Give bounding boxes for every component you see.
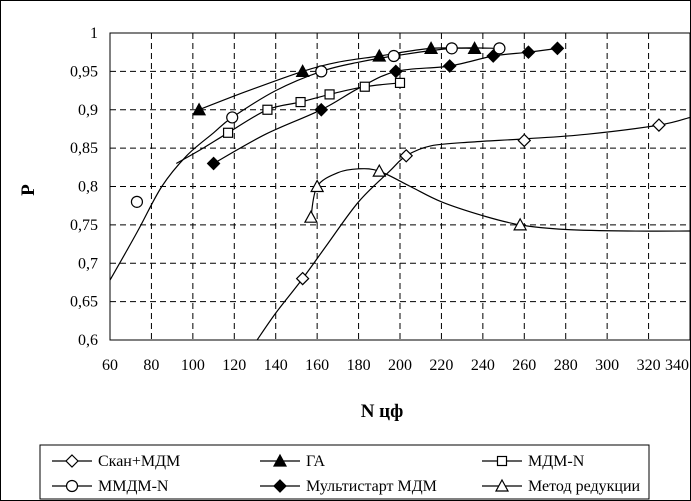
y-tick-label: 0,95 xyxy=(70,63,98,80)
y-tick-label: 1 xyxy=(90,25,98,42)
x-tick-label: 240 xyxy=(471,357,495,374)
x-tick-label: 200 xyxy=(388,357,412,374)
data-point-series-2 xyxy=(262,104,273,115)
data-point-series-2 xyxy=(295,96,306,108)
legend-marker xyxy=(65,479,79,493)
legend-marker xyxy=(272,453,288,467)
data-point-series-3 xyxy=(387,49,400,63)
legend-label: ГА xyxy=(306,453,326,470)
legend-label: ММДМ-N xyxy=(98,478,169,495)
legend-box xyxy=(39,444,650,500)
x-tick-label: 100 xyxy=(181,357,205,374)
data-point-series-3 xyxy=(493,42,506,55)
data-point-series-1 xyxy=(467,41,482,54)
data-point-series-2 xyxy=(359,81,370,92)
x-tick-label: 160 xyxy=(305,357,329,374)
y-tick-label: 0,7 xyxy=(78,255,98,272)
y-tick-label: 0,85 xyxy=(70,140,98,157)
x-tick-label: 140 xyxy=(264,357,288,374)
data-point-series-5 xyxy=(513,217,528,231)
data-point-series-3 xyxy=(130,195,144,208)
data-point-series-3 xyxy=(315,65,328,78)
data-point-series-0 xyxy=(652,118,666,132)
x-tick-label: 300 xyxy=(595,357,619,374)
legend: Скан+МДМ ГА МДМ-N ММДМ-N Мультистарт МДМ Мето… xyxy=(39,444,650,500)
data-point-series-1 xyxy=(192,102,207,116)
x-tick-label: 180 xyxy=(347,357,371,374)
data-point-series-2 xyxy=(324,89,335,100)
data-point-series-4 xyxy=(521,45,536,60)
x-tick-label: 120 xyxy=(222,357,246,374)
data-point-series-2 xyxy=(394,77,406,88)
data-point-series-3 xyxy=(445,42,458,55)
legend-label: Мультистарт МДМ xyxy=(306,478,437,495)
series-line-5 xyxy=(310,168,691,232)
legend-marker xyxy=(273,479,287,493)
plot-frame xyxy=(109,32,691,341)
x-tick-label: 280 xyxy=(554,357,578,374)
legend-items: Скан+МДМ ГА МДМ-N ММДМ-N Мультистарт МДМ Мето… xyxy=(52,453,641,495)
x-tick-label: 220 xyxy=(429,357,453,374)
legend-marker xyxy=(494,478,510,492)
data-point-series-5 xyxy=(372,163,387,177)
x-tick-label: 60 xyxy=(102,357,118,374)
data-point-series-4 xyxy=(206,156,221,171)
data-point-series-1 xyxy=(424,41,439,54)
y-tick-label: 0,65 xyxy=(70,294,98,311)
data-point-series-0 xyxy=(399,148,414,163)
data-point-series-3 xyxy=(226,111,239,124)
legend-marker xyxy=(65,454,79,468)
data-point-series-5 xyxy=(303,209,318,223)
data-point-series-4 xyxy=(550,41,565,56)
data-point-series-4 xyxy=(314,102,329,117)
x-tick-label: 340 xyxy=(665,357,689,374)
x-tick-label: 260 xyxy=(512,357,536,374)
legend-label: МДМ-N xyxy=(528,453,585,470)
data-point-series-4 xyxy=(442,59,457,73)
y-tick-label: 0,9 xyxy=(78,102,98,119)
data-point-series-1 xyxy=(295,64,310,77)
legend-label: Скан+МДМ xyxy=(98,453,180,470)
data-point-series-2 xyxy=(222,127,234,138)
y-tick-label: 0,75 xyxy=(70,217,98,234)
legend-label: Метод редукции xyxy=(528,478,641,495)
data-point-series-5 xyxy=(310,179,325,193)
x-tick-labels: 60 80 100 120 140 160 180 200 220 240 260 280 300 320… xyxy=(102,357,689,374)
data-point-series-0 xyxy=(517,133,532,148)
marker-layer xyxy=(130,41,666,286)
legend-marker xyxy=(496,455,508,467)
y-axis-title: P xyxy=(18,184,39,196)
data-point-series-0 xyxy=(295,271,310,286)
y-tick-label: 0,8 xyxy=(78,179,98,196)
data-point-series-4 xyxy=(389,64,403,79)
y-tick-labels: 0,6 0,65 0,7 0,75 0,8 0,85 0,9 0,95 1 xyxy=(70,25,98,349)
y-tick-label: 0,6 xyxy=(78,332,98,349)
data-point-series-4 xyxy=(486,49,501,63)
x-axis-title: N цф xyxy=(361,401,404,422)
data-point-series-1 xyxy=(372,48,387,62)
x-tick-label: 320 xyxy=(637,357,661,374)
x-tick-label: 80 xyxy=(143,357,159,374)
